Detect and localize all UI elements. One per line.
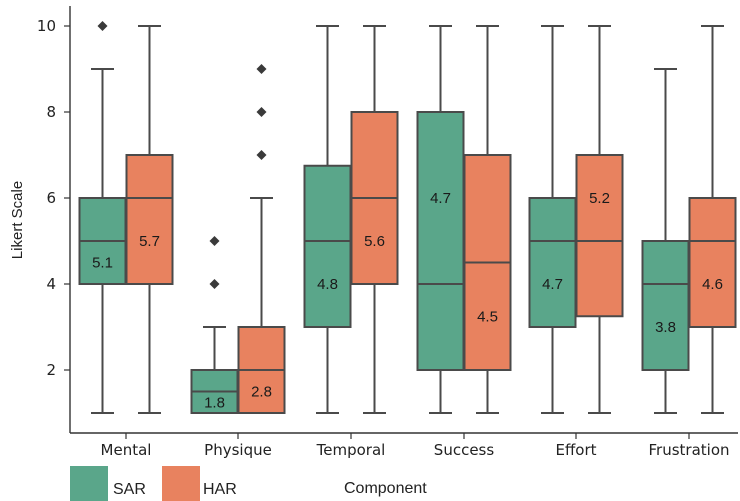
iqr-box — [303, 164, 352, 328]
legend-label-sar: SAR — [113, 481, 146, 498]
y-tick-label-6: 6 — [46, 189, 56, 207]
outlier-point — [256, 64, 267, 74]
box-sar-physique: 1.8 — [190, 236, 239, 414]
iqr-box — [125, 154, 174, 285]
outlier-point — [209, 236, 220, 246]
iqr-box — [688, 197, 737, 328]
x-tick-label-physique: Physique — [204, 441, 272, 459]
y-tick-label-4: 4 — [46, 275, 56, 293]
y-axis-title: Likert Scale — [9, 181, 26, 259]
outlier-point — [256, 107, 267, 117]
box-har-effort: 5.2 — [575, 25, 624, 414]
iqr-box — [641, 240, 690, 371]
x-tick-label-effort: Effort — [555, 441, 596, 459]
x-tick-label-mental: Mental — [101, 441, 152, 459]
box-sar-success: 4.7 — [416, 25, 465, 414]
iqr-box — [528, 197, 577, 328]
mean-label: 5.2 — [589, 190, 610, 207]
iqr-box — [575, 154, 624, 318]
box-har-frustration: 4.6 — [688, 25, 737, 414]
y-tick-label-8: 8 — [46, 103, 56, 121]
mean-label: 5.6 — [364, 233, 385, 250]
box-har-physique: 2.8 — [237, 64, 286, 414]
outlier-point — [209, 279, 220, 289]
box-sar-temporal: 4.8 — [303, 25, 352, 414]
x-tick-label-frustration: Frustration — [649, 441, 730, 459]
y-tick-label-2: 2 — [46, 361, 56, 379]
mean-label: 5.7 — [139, 233, 160, 250]
mean-label: 4.7 — [542, 276, 563, 293]
box-sar-effort: 4.7 — [528, 25, 577, 414]
box-har-success: 4.5 — [463, 25, 512, 414]
x-tick-label-success: Success — [434, 441, 495, 459]
x-axis-title: Component — [344, 480, 427, 497]
box-har-mental: 5.7 — [125, 25, 174, 414]
mean-label: 1.8 — [204, 394, 225, 411]
mean-label: 4.6 — [702, 276, 723, 293]
box-sar-mental: 5.1 — [78, 21, 127, 414]
outlier-point — [256, 150, 267, 160]
mean-label: 4.8 — [317, 276, 338, 293]
iqr-box — [416, 111, 465, 371]
y-tick-label-10: 10 — [37, 17, 56, 35]
x-tick-label-temporal: Temporal — [316, 441, 386, 459]
mean-label: 4.5 — [477, 308, 498, 325]
mean-label: 5.1 — [92, 255, 113, 272]
mean-label: 4.7 — [430, 190, 451, 207]
legend-swatch-sar — [70, 466, 108, 501]
box-har-temporal: 5.6 — [350, 25, 399, 414]
outlier-point — [97, 21, 108, 31]
mean-label: 3.8 — [655, 319, 676, 336]
legend-swatch-har — [162, 466, 200, 501]
legend-label-har: HAR — [203, 481, 237, 498]
box-sar-frustration: 3.8 — [641, 68, 690, 414]
mean-label: 2.8 — [251, 384, 272, 401]
